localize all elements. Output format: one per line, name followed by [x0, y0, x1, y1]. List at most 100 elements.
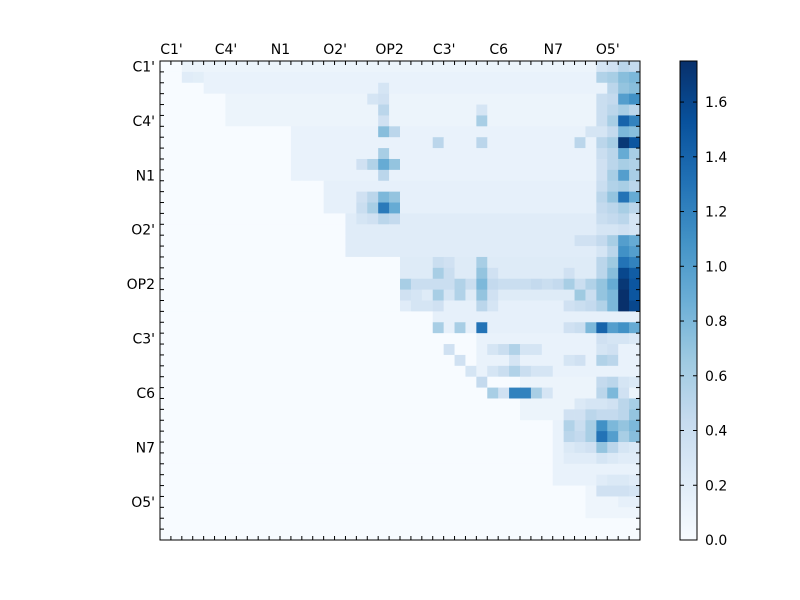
- heatmap-cell: [607, 202, 619, 214]
- heatmap-cell: [421, 246, 434, 258]
- heatmap-cell: [312, 169, 325, 182]
- heatmap-cell: [170, 311, 183, 323]
- heatmap-cell: [367, 333, 379, 345]
- heatmap-cell: [236, 202, 248, 214]
- heatmap-cell: [170, 82, 183, 95]
- heatmap-cell: [530, 518, 543, 530]
- heatmap-cell: [618, 333, 630, 345]
- heatmap-cell: [214, 267, 226, 280]
- heatmap-cell: [552, 246, 565, 258]
- heatmap-cell: [541, 529, 554, 541]
- heatmap-cell: [225, 442, 237, 454]
- heatmap-cell: [160, 354, 172, 367]
- heatmap-cell: [454, 354, 466, 367]
- heatmap-cell: [345, 398, 357, 410]
- heatmap-cell: [280, 496, 292, 508]
- heatmap-cell: [443, 485, 455, 497]
- heatmap-cell: [160, 344, 172, 356]
- heatmap-cell: [192, 104, 205, 116]
- heatmap-cell: [290, 169, 303, 182]
- heatmap-cell: [400, 507, 412, 519]
- heatmap-cell: [629, 267, 641, 280]
- heatmap-cell: [629, 289, 641, 301]
- y-tick-label: N7: [136, 441, 155, 457]
- heatmap-cell: [389, 235, 401, 247]
- heatmap-cell: [367, 518, 379, 530]
- heatmap-cell: [181, 180, 194, 193]
- heatmap-cell: [236, 344, 248, 356]
- heatmap-cell: [509, 191, 521, 203]
- heatmap-cell: [356, 158, 368, 171]
- heatmap-cell: [356, 278, 368, 291]
- heatmap-cell: [541, 126, 554, 138]
- heatmap-cell: [203, 202, 215, 214]
- heatmap-cell: [345, 452, 357, 465]
- heatmap-cell: [214, 311, 226, 323]
- heatmap-cell: [465, 474, 477, 486]
- heatmap-cell: [367, 311, 379, 323]
- heatmap-cell: [465, 213, 477, 225]
- heatmap-cell: [618, 191, 630, 203]
- heatmap-cell: [181, 398, 194, 410]
- heatmap-cell: [269, 246, 281, 258]
- heatmap-cell: [312, 344, 325, 356]
- heatmap-cell: [389, 158, 401, 171]
- heatmap-cell: [160, 442, 172, 454]
- heatmap-cell: [345, 485, 357, 497]
- heatmap-cell: [367, 224, 379, 236]
- heatmap-cell: [552, 354, 565, 367]
- heatmap-cell: [312, 137, 325, 149]
- heatmap-cell: [236, 71, 248, 84]
- colorbar-tick-label: 1.0: [705, 259, 727, 275]
- heatmap-cell: [214, 224, 226, 236]
- heatmap-cell: [574, 496, 586, 508]
- heatmap-cell: [312, 518, 325, 530]
- heatmap-cell: [530, 278, 543, 291]
- heatmap-cell: [509, 82, 521, 95]
- heatmap-cell: [530, 115, 543, 127]
- heatmap-cell: [192, 507, 205, 519]
- heatmap-cell: [247, 300, 259, 312]
- heatmap-cell: [585, 169, 597, 182]
- heatmap-cell: [541, 246, 554, 258]
- heatmap-cell: [247, 474, 259, 486]
- heatmap-cell: [487, 387, 499, 399]
- heatmap-cell: [574, 311, 586, 323]
- heatmap-cell: [389, 224, 401, 236]
- heatmap-cell: [443, 104, 455, 116]
- heatmap-cell: [356, 518, 368, 530]
- heatmap-cell: [596, 420, 608, 432]
- heatmap-cell: [520, 496, 532, 508]
- heatmap-cell: [498, 71, 510, 84]
- heatmap-cell: [618, 485, 630, 497]
- heatmap-cell: [574, 148, 586, 160]
- heatmap-cell: [574, 485, 586, 497]
- heatmap-cell: [236, 278, 248, 291]
- heatmap-cell: [192, 137, 205, 149]
- heatmap-cell: [389, 180, 401, 193]
- heatmap-cell: [530, 311, 543, 323]
- heatmap-cell: [607, 442, 619, 454]
- heatmap-cell: [552, 365, 565, 378]
- heatmap-cell: [290, 158, 303, 171]
- heatmap-cell: [290, 213, 303, 225]
- heatmap-cell: [356, 300, 368, 312]
- heatmap-cell: [247, 82, 259, 95]
- heatmap-cell: [574, 169, 586, 182]
- heatmap-cell: [192, 420, 205, 432]
- heatmap-cell: [443, 115, 455, 127]
- heatmap-cell: [465, 529, 477, 541]
- heatmap-cell: [498, 431, 510, 443]
- heatmap-cell: [290, 452, 303, 465]
- heatmap-cell: [400, 431, 412, 443]
- heatmap-cell: [367, 289, 379, 301]
- heatmap-cell: [170, 191, 183, 203]
- heatmap-cell: [552, 420, 565, 432]
- heatmap-cell: [367, 169, 379, 182]
- heatmap-cell: [607, 365, 619, 378]
- heatmap-cell: [520, 518, 532, 530]
- heatmap-cell: [356, 104, 368, 116]
- heatmap-cell: [160, 104, 172, 116]
- heatmap-cell: [170, 126, 183, 138]
- heatmap-cell: [280, 246, 292, 258]
